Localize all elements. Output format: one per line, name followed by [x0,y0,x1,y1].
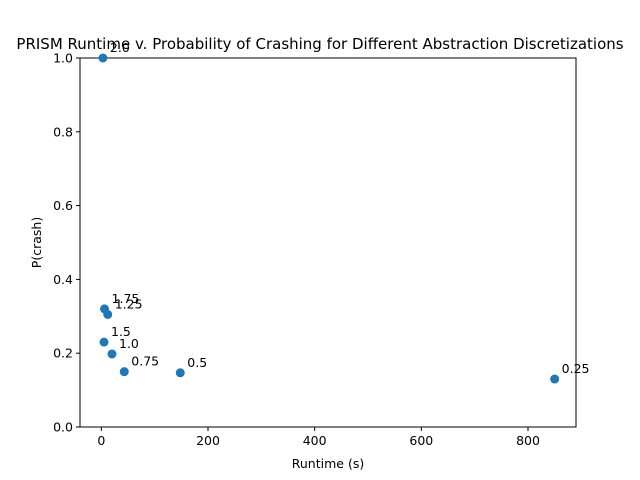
chart-title: PRISM Runtime v. Probability of Crashing… [16,35,623,53]
y-tick-label: 0.4 [53,272,73,287]
data-point-label: 1.25 [115,296,143,311]
data-point-label: 1.5 [111,324,131,339]
y-tick-label: 1.0 [53,51,73,66]
data-point-label: 2.0 [110,40,130,55]
x-axis-title: Runtime (s) [292,456,364,471]
data-point [107,349,117,359]
data-point [550,374,560,384]
x-tick-label: 800 [516,433,540,448]
x-tick-label: 400 [303,433,327,448]
y-tick-label: 0.8 [53,124,73,139]
data-points [98,53,560,384]
y-axis-title: P(crash) [29,217,44,268]
data-point-labels: 2.0 1.751.25 1.51.0 0.75 0.5 0.25 [110,40,590,376]
data-point-label: 0.75 [131,354,159,369]
x-tick-label: 600 [409,433,433,448]
data-point-label: 1.0 [119,336,139,351]
data-point [98,53,108,63]
x-tick-label: 0 [97,433,105,448]
data-point-label: 0.5 [187,355,207,370]
data-point [103,309,113,319]
plot-frame [79,57,577,428]
data-point [175,368,185,378]
data-point [99,337,109,347]
y-tick-label: 0.0 [53,420,73,435]
x-tick-label: 200 [196,433,220,448]
y-axis: 0.0 0.2 0.4 0.6 0.8 1.0 [53,51,80,435]
y-tick-label: 0.6 [53,198,73,213]
x-axis: 0 200 400 600 800 [97,427,540,448]
y-tick-label: 0.2 [53,346,73,361]
plot-area [79,57,577,428]
data-point-label: 0.25 [562,361,590,376]
data-point [119,367,129,377]
data-point-label: 1.75 [112,291,140,306]
